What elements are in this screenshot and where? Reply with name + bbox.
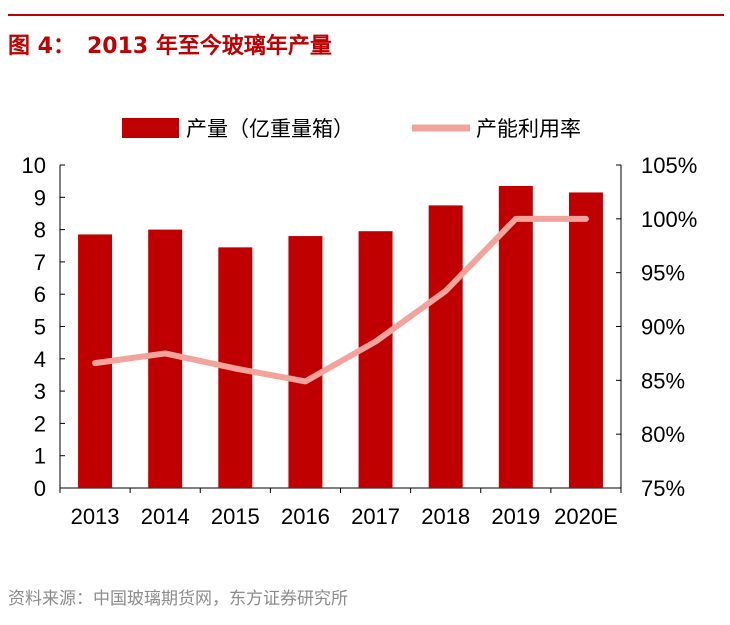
y-tick-label-left: 5 <box>34 315 46 340</box>
x-tick-label: 2015 <box>211 504 260 529</box>
line-point <box>375 341 377 343</box>
y-tick-label-left: 8 <box>34 218 46 243</box>
y-tick-label-left: 3 <box>34 379 46 404</box>
line-point <box>94 362 96 364</box>
line-series <box>92 215 589 385</box>
x-tick-label: 2017 <box>351 504 400 529</box>
figure-title-text: 2013 年至今玻璃年产量 <box>86 34 332 59</box>
y-tick-label-right: 80% <box>641 422 685 447</box>
y-tick-label-right: 85% <box>641 368 685 393</box>
line-point <box>234 367 236 369</box>
x-tick-label: 2019 <box>491 504 540 529</box>
bar <box>358 231 393 488</box>
y-tick-label-left: 6 <box>34 282 46 307</box>
source-note: 资料来源：中国玻璃期货网，东方证券研究所 <box>8 589 348 609</box>
y-tick-label-left: 9 <box>34 185 46 210</box>
line-point <box>164 352 166 354</box>
y-tick-label-left: 7 <box>34 250 46 275</box>
y-tick-label-right: 95% <box>641 261 685 286</box>
y-tick-label-left: 2 <box>34 411 46 436</box>
legend-label-line: 产能利用率 <box>476 118 581 141</box>
x-tick-label: 2014 <box>141 504 190 529</box>
y-tick-label-right: 90% <box>641 315 685 340</box>
line-point <box>445 290 447 292</box>
y-tick-label-left: 0 <box>34 476 46 501</box>
x-tick-label: 2018 <box>421 504 470 529</box>
legend-swatch-bar <box>122 118 179 138</box>
bar <box>498 185 533 488</box>
figure-label: 图 4： <box>8 34 75 59</box>
x-tick-label: 2016 <box>281 504 330 529</box>
y-tick-label-right: 75% <box>641 476 685 501</box>
y-tick-label-left: 4 <box>34 347 46 372</box>
x-tick-label: 2013 <box>71 504 120 529</box>
top-rule <box>8 14 724 16</box>
line-point <box>585 218 587 220</box>
y-tick-label-right: 100% <box>641 207 697 232</box>
legend-label-bar: 产量（亿重量箱） <box>186 118 354 141</box>
bar <box>568 192 603 488</box>
line-point <box>515 218 517 220</box>
y-tick-label-left: 10 <box>22 153 46 178</box>
y-tick-label-left: 1 <box>34 444 46 469</box>
y-tick-label-right: 105% <box>641 153 697 178</box>
bar <box>428 205 463 488</box>
figure-title: 图 4： 2013 年至今玻璃年产量 <box>8 28 344 60</box>
x-tick-label: 2020E <box>554 504 618 529</box>
line-point <box>304 380 306 382</box>
bar <box>288 236 323 488</box>
